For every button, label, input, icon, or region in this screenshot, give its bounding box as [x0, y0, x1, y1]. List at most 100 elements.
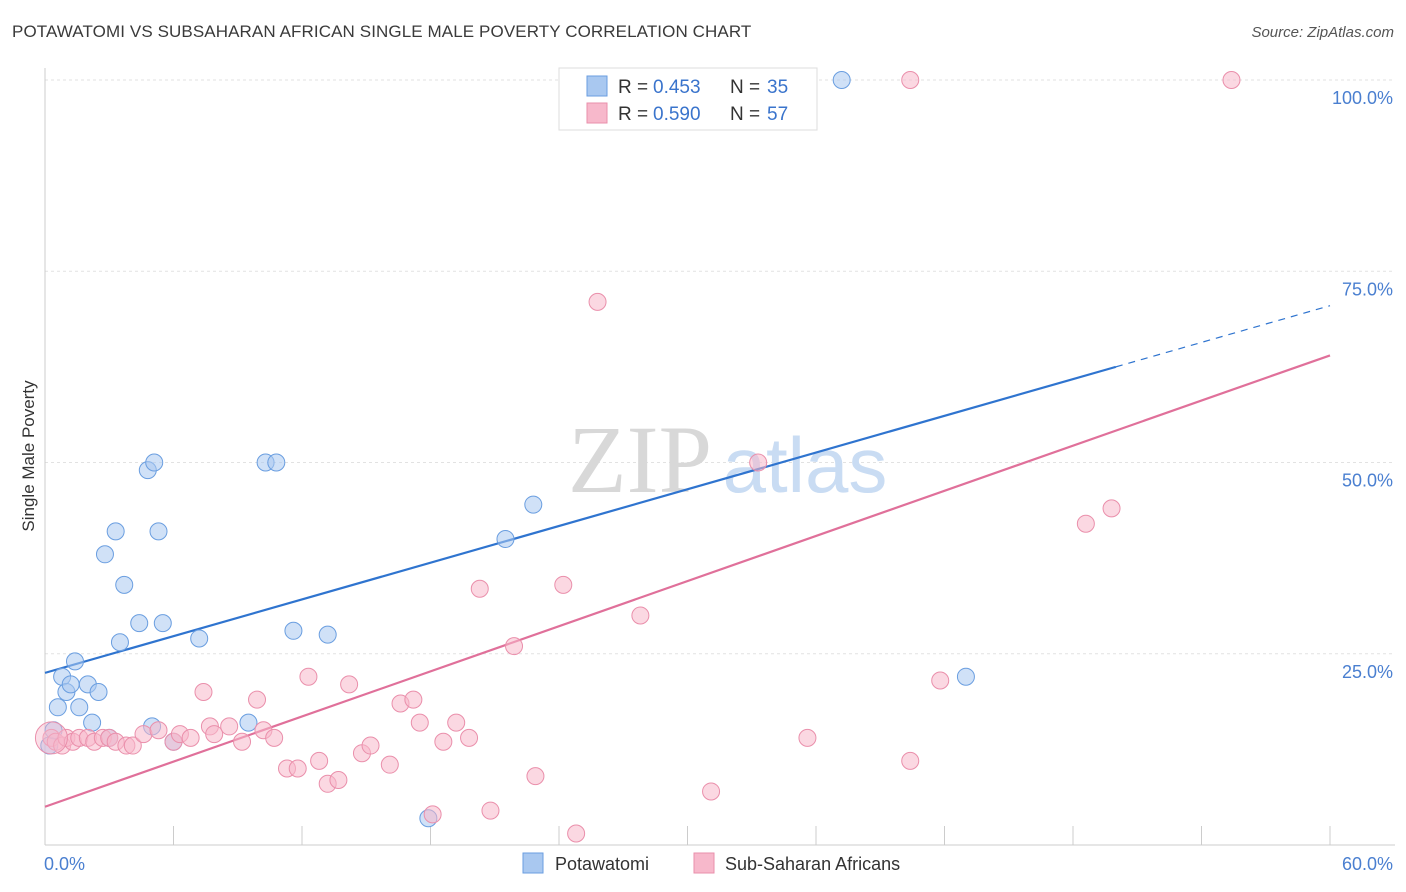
- data-point: [284, 621, 303, 640]
- trend-line: [44, 365, 1117, 674]
- y-tick-label: 50.0%: [1342, 471, 1393, 491]
- data-point: [48, 698, 67, 717]
- legend: R = 0.453 N = 35 R = 0.590 N = 57: [558, 67, 818, 131]
- data-point: [310, 751, 329, 770]
- data-point: [194, 683, 213, 701]
- legend-n-value-2: 57: [767, 104, 788, 125]
- legend-r-value-2: 0.590: [653, 104, 701, 125]
- data-point: [901, 71, 920, 89]
- trend-line-extension: [1115, 305, 1331, 368]
- data-point: [702, 782, 721, 801]
- data-point: [89, 683, 108, 701]
- data-point: [190, 629, 209, 648]
- data-point: [123, 736, 142, 755]
- watermark: ZIP atlas: [568, 406, 887, 513]
- data-point: [931, 671, 950, 690]
- data-point: [901, 751, 920, 770]
- data-points: [34, 71, 1241, 843]
- x-tick-label: 60.0%: [1342, 854, 1393, 874]
- data-point: [588, 292, 607, 311]
- data-point: [65, 652, 84, 671]
- data-point: [83, 713, 102, 732]
- data-point: [61, 675, 80, 694]
- data-point: [106, 522, 125, 541]
- data-point: [329, 770, 348, 789]
- data-point: [95, 545, 114, 564]
- legend-r-value-1: 0.453: [653, 77, 701, 98]
- legend-swatch-subsaharan: [586, 102, 608, 124]
- data-point: [115, 575, 134, 594]
- data-point: [481, 801, 500, 820]
- data-point: [205, 725, 224, 744]
- data-point: [1076, 514, 1095, 533]
- data-point: [340, 675, 359, 694]
- data-point: [1222, 71, 1241, 89]
- legend-r-label-1: R =: [618, 77, 648, 98]
- data-point: [496, 530, 515, 548]
- bottom-legend: Potawatomi Sub-Saharan Africans: [522, 852, 900, 874]
- data-point: [153, 614, 172, 633]
- trend-lines: [44, 305, 1331, 808]
- data-point: [380, 755, 399, 774]
- watermark-atlas: atlas: [723, 421, 888, 509]
- chart-title: POTAWATOMI VS SUBSAHARAN AFRICAN SINGLE …: [12, 22, 752, 41]
- legend-n-label-2: N =: [730, 104, 760, 125]
- data-point: [288, 759, 307, 778]
- axes: [44, 68, 1395, 846]
- data-point: [1102, 499, 1121, 518]
- legend-swatch-potawatomi: [586, 75, 608, 97]
- data-point: [130, 614, 149, 633]
- bottom-legend-swatch-subsaharan: [693, 852, 715, 874]
- data-point: [423, 805, 442, 824]
- data-point: [149, 522, 168, 541]
- y-axis-label: Single Male Poverty: [19, 380, 38, 532]
- data-point: [145, 453, 164, 472]
- data-point: [749, 453, 768, 472]
- data-point: [956, 667, 975, 686]
- data-point: [404, 690, 423, 709]
- watermark-zip: ZIP: [568, 406, 712, 513]
- data-point-cluster: [34, 721, 68, 755]
- series-subsaharan: [42, 71, 1241, 843]
- bottom-legend-swatch-potawatomi: [522, 852, 544, 874]
- chart-source: Source: ZipAtlas.com: [1251, 24, 1394, 41]
- grid-lines: [45, 79, 1395, 655]
- data-point: [70, 698, 89, 717]
- data-point: [631, 606, 650, 625]
- data-point: [181, 728, 200, 747]
- data-point: [567, 824, 586, 843]
- data-point: [299, 667, 318, 686]
- data-point: [149, 721, 168, 740]
- tick-labels: 100.0% 75.0% 50.0% 25.0% 0.0% 60.0%: [44, 88, 1393, 874]
- data-point: [526, 767, 545, 786]
- data-point: [110, 633, 129, 652]
- bottom-legend-potawatomi: Potawatomi: [555, 854, 649, 874]
- data-point: [447, 713, 466, 732]
- data-point: [798, 728, 817, 747]
- x-tick-label: 0.0%: [44, 854, 85, 874]
- data-point: [524, 495, 543, 514]
- bottom-legend-subsaharan: Sub-Saharan Africans: [725, 854, 900, 874]
- y-tick-label: 100.0%: [1332, 88, 1393, 108]
- data-point: [832, 71, 851, 89]
- data-point: [267, 453, 286, 472]
- data-point: [220, 717, 239, 736]
- legend-n-label-1: N =: [730, 77, 760, 98]
- data-point: [410, 713, 429, 732]
- y-tick-label: 25.0%: [1342, 662, 1393, 682]
- data-point: [248, 690, 267, 709]
- data-point: [470, 579, 489, 598]
- data-point: [233, 732, 252, 751]
- data-point: [134, 725, 153, 744]
- data-point: [554, 575, 573, 594]
- y-tick-label: 75.0%: [1342, 279, 1393, 299]
- data-point: [505, 637, 524, 656]
- legend-n-value-1: 35: [767, 77, 788, 98]
- data-point: [434, 732, 453, 751]
- data-point: [460, 728, 479, 747]
- legend-r-label-2: R =: [618, 104, 648, 125]
- data-point: [318, 625, 337, 644]
- data-point: [239, 713, 258, 732]
- data-point: [361, 736, 380, 755]
